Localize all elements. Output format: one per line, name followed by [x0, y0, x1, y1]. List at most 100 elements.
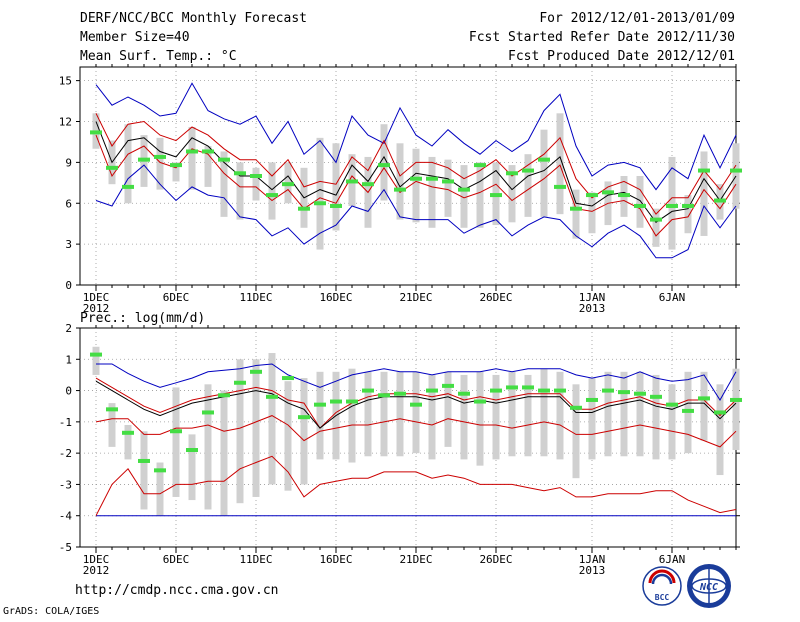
x-tick-label: 6DEC — [163, 553, 190, 566]
observed-marker — [554, 184, 566, 189]
ensemble-box — [124, 424, 132, 460]
x-tick-label: 26DEC — [479, 291, 512, 304]
observed-marker — [490, 193, 502, 198]
ensemble-box — [700, 151, 708, 236]
ensemble-box — [396, 371, 404, 457]
source-url: http://cmdp.ncc.cma.gov.cn — [75, 583, 279, 598]
x-tick-label: 2013 — [579, 302, 606, 315]
observed-marker — [602, 190, 614, 195]
x-tick-label: 11DEC — [239, 553, 272, 566]
observed-marker — [506, 171, 518, 176]
y-tick-label: -2 — [59, 447, 72, 460]
x-tick-label: 1JAN — [579, 291, 606, 304]
observed-marker — [282, 182, 294, 187]
ncc-logo: NCC — [687, 564, 731, 608]
y-tick-label: 6 — [65, 197, 72, 210]
ensemble-box — [252, 167, 260, 201]
ensemble-box — [364, 371, 372, 457]
precip-panel-title: Prec.: log(mm/d) — [80, 311, 205, 326]
y-tick-label: 9 — [65, 156, 72, 169]
fcst-produced-date: Fcst Produced Date 2012/12/01 — [508, 49, 735, 64]
x-tick-label: 1DEC — [83, 553, 110, 566]
chart-title: DERF/NCC/BCC Monthly Forecast — [80, 11, 307, 26]
observed-marker — [522, 385, 534, 390]
y-tick-label: 2 — [65, 322, 72, 335]
ensemble-box — [652, 374, 660, 460]
observed-marker — [426, 176, 438, 181]
ensemble-box — [700, 371, 708, 441]
min-line — [95, 164, 737, 259]
ensemble-box — [156, 462, 164, 516]
ensemble-box — [620, 371, 628, 457]
observed-marker — [538, 157, 550, 162]
observed-marker — [298, 415, 310, 420]
observed-marker — [122, 184, 134, 189]
ensemble-box — [572, 384, 580, 479]
observed-marker — [458, 187, 470, 192]
max-line — [96, 363, 737, 401]
ensemble-box — [412, 148, 420, 223]
ensemble-box — [156, 137, 164, 190]
y-tick-label: -5 — [59, 541, 72, 554]
ensemble-box — [188, 126, 196, 190]
observed-marker — [442, 383, 454, 388]
observed-marker — [394, 187, 406, 192]
observed-marker — [426, 388, 438, 393]
observed-marker — [586, 193, 598, 198]
ensemble-box — [540, 368, 548, 457]
fcst-started-date: Fcst Started Refer Date 2012/11/30 — [469, 30, 735, 45]
ensemble-box — [588, 192, 596, 234]
observed-marker — [106, 407, 118, 412]
ensemble-box — [284, 381, 292, 491]
ensemble-box — [268, 353, 276, 485]
observed-marker — [490, 388, 502, 393]
ensemble-box — [460, 374, 468, 460]
max-line — [95, 82, 737, 191]
observed-marker — [170, 429, 182, 434]
median-line — [95, 380, 737, 429]
observed-marker — [618, 390, 630, 395]
observed-marker — [298, 206, 310, 211]
ensemble-box — [428, 156, 436, 228]
observed-marker — [586, 397, 598, 402]
ensemble-box — [524, 154, 532, 217]
observed-marker — [234, 380, 246, 385]
ensemble-box — [92, 346, 100, 375]
observed-marker — [106, 165, 118, 170]
observed-marker — [90, 130, 102, 135]
observed-marker — [714, 198, 726, 203]
observed-marker — [714, 410, 726, 415]
x-tick-label: 21DEC — [399, 553, 432, 566]
ensemble-box — [556, 371, 564, 460]
observed-marker — [202, 410, 214, 415]
observed-marker — [154, 154, 166, 159]
observed-marker — [698, 168, 710, 173]
ensemble-box — [220, 390, 228, 516]
observed-marker — [650, 394, 662, 399]
y-tick-label: 0 — [65, 385, 72, 398]
ensemble-box — [172, 162, 180, 182]
observed-marker — [570, 206, 582, 211]
y-tick-label: 0 — [65, 279, 72, 292]
ensemble-box — [316, 371, 324, 460]
ensemble-box — [236, 359, 244, 504]
observed-marker — [330, 203, 342, 208]
observed-marker — [570, 405, 582, 410]
observed-marker — [122, 430, 134, 435]
observed-marker — [394, 391, 406, 396]
observed-marker — [138, 458, 150, 463]
observed-marker — [650, 217, 662, 222]
forecast-period: For 2012/12/01-2013/01/09 — [539, 11, 735, 26]
ensemble-box — [636, 176, 644, 228]
observed-marker — [266, 394, 278, 399]
observed-marker — [314, 402, 326, 407]
observed-marker — [730, 397, 742, 402]
observed-marker — [218, 393, 230, 398]
observed-marker — [618, 193, 630, 198]
ensemble-box — [668, 156, 676, 250]
x-tick-label: 16DEC — [319, 553, 352, 566]
upper-line — [95, 377, 737, 429]
